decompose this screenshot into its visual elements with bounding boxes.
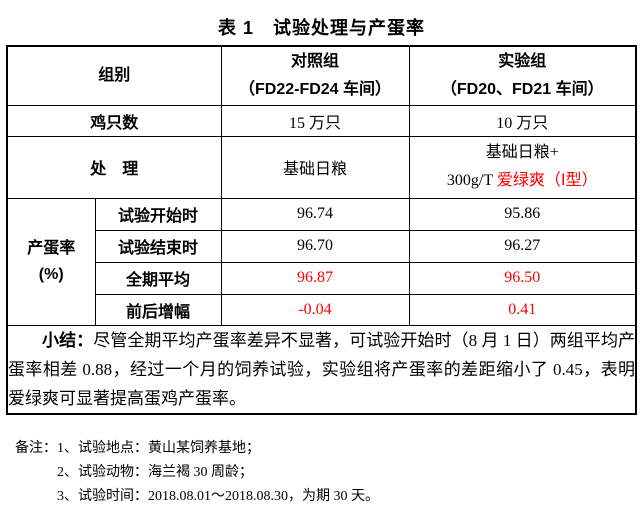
header-cell-group: 组别 <box>6 45 222 106</box>
summary-paragraph: 小结：尽管全期平均产蛋率差异不显著，可试验开始时（8 月 1 日）两组平均产蛋率… <box>8 326 635 413</box>
chickens-experiment-value: 10 万只 <box>408 104 637 137</box>
table-row-summary: 小结：尽管全期平均产蛋率差异不显著，可试验开始时（8 月 1 日）两组平均产蛋率… <box>6 324 637 414</box>
egg-end-control-value: 96.70 <box>220 229 410 263</box>
table-row-chickens: 鸡只数 15 万只 10 万只 <box>6 104 637 137</box>
footnote-animal: 2、试验动物：海兰褐 30 周龄； <box>57 464 253 480</box>
footnote-time: 3、试验时间：2018.08.01～2018.08.30，为期 30 天。 <box>57 488 379 504</box>
table-row-egg-end: 试验结束时 96.70 96.27 <box>7 229 637 263</box>
footnotes: 备注： 1、试验地点：黄山某饲养基地； 2、试验动物：海兰褐 30 周龄； 3、… <box>15 437 643 509</box>
egg-change-label: 前后增幅 <box>94 293 222 326</box>
egg-average-control-value: 96.87 <box>220 261 410 295</box>
egg-average-label: 全期平均 <box>94 261 222 295</box>
chickens-label: 鸡只数 <box>6 104 222 137</box>
egg-change-experiment-value: 0.41 <box>408 293 637 326</box>
table-row-treatment: 处 理 基础日粮 基础日粮+ 300g/T 爱绿爽（Ⅰ型） <box>6 135 637 199</box>
treatment-product-name: 爱绿爽（Ⅰ型） <box>496 172 598 189</box>
footnotes-label: 备注： <box>15 440 57 456</box>
egg-average-experiment-value: 96.50 <box>408 261 637 295</box>
egg-start-label: 试验开始时 <box>94 197 222 231</box>
summary-label: 小结： <box>42 330 94 350</box>
footnotes-list: 1、试验地点：黄山某饲养基地； 2、试验动物：海兰褐 30 周龄； 3、试验时间… <box>57 437 643 509</box>
table-row-egg-start: 产蛋率 (%) 试验开始时 96.74 95.86 <box>6 197 637 326</box>
egg-rate-unit: (%) <box>38 265 64 283</box>
egg-change-control-value: -0.04 <box>220 293 410 326</box>
summary-cell: 小结：尽管全期平均产蛋率差异不显著，可试验开始时（8 月 1 日）两组平均产蛋率… <box>6 324 637 414</box>
egg-rate-label: 产蛋率 <box>27 239 76 257</box>
treatment-experiment-line1: 基础日粮+ <box>485 144 559 161</box>
table-row-egg-average: 全期平均 96.87 96.50 <box>7 261 637 295</box>
table-row-egg-change: 前后增幅 -0.04 0.41 <box>7 293 637 326</box>
experiment-table: 组别 对照组 （FD22-FD24 车间） 实验组 （FD20、FD21 车间）… <box>6 45 638 415</box>
egg-start-control-value: 96.74 <box>220 197 410 231</box>
egg-end-label: 试验结束时 <box>94 229 222 263</box>
table-title: 表 1 试验处理与产蛋率 <box>217 18 425 38</box>
treatment-control-value: 基础日粮 <box>220 135 410 199</box>
control-group-workshop: （FD22-FD24 车间） <box>239 80 392 98</box>
header-cell-control: 对照组 （FD22-FD24 车间） <box>220 45 410 106</box>
control-group-name: 对照组 <box>291 52 340 70</box>
group-label: 组别 <box>98 66 131 84</box>
experiment-group-name: 实验组 <box>498 52 547 70</box>
treatment-label: 处 理 <box>6 135 222 199</box>
treatment-experiment-value: 基础日粮+ 300g/T 爱绿爽（Ⅰ型） <box>408 135 637 199</box>
summary-body: 尽管全期平均产蛋率差异不显著，可试验开始时（8 月 1 日）两组平均产蛋率相差 … <box>8 330 636 408</box>
header-cell-experiment: 实验组 （FD20、FD21 车间） <box>408 45 637 106</box>
experiment-group-workshop: （FD20、FD21 车间） <box>440 80 604 98</box>
table-row-header: 组别 对照组 （FD22-FD24 车间） 实验组 （FD20、FD21 车间） <box>6 45 637 106</box>
chickens-control-value: 15 万只 <box>220 104 410 137</box>
egg-end-experiment-value: 96.27 <box>408 229 637 263</box>
egg-rate-label-cell: 产蛋率 (%) <box>6 197 96 326</box>
egg-start-experiment-value: 95.86 <box>408 197 637 231</box>
treatment-experiment-line2: 300g/T 爱绿爽（Ⅰ型） <box>410 167 635 195</box>
footnote-location: 1、试验地点：黄山某饲养基地； <box>57 440 260 456</box>
treatment-dose: 300g/T <box>446 172 497 189</box>
